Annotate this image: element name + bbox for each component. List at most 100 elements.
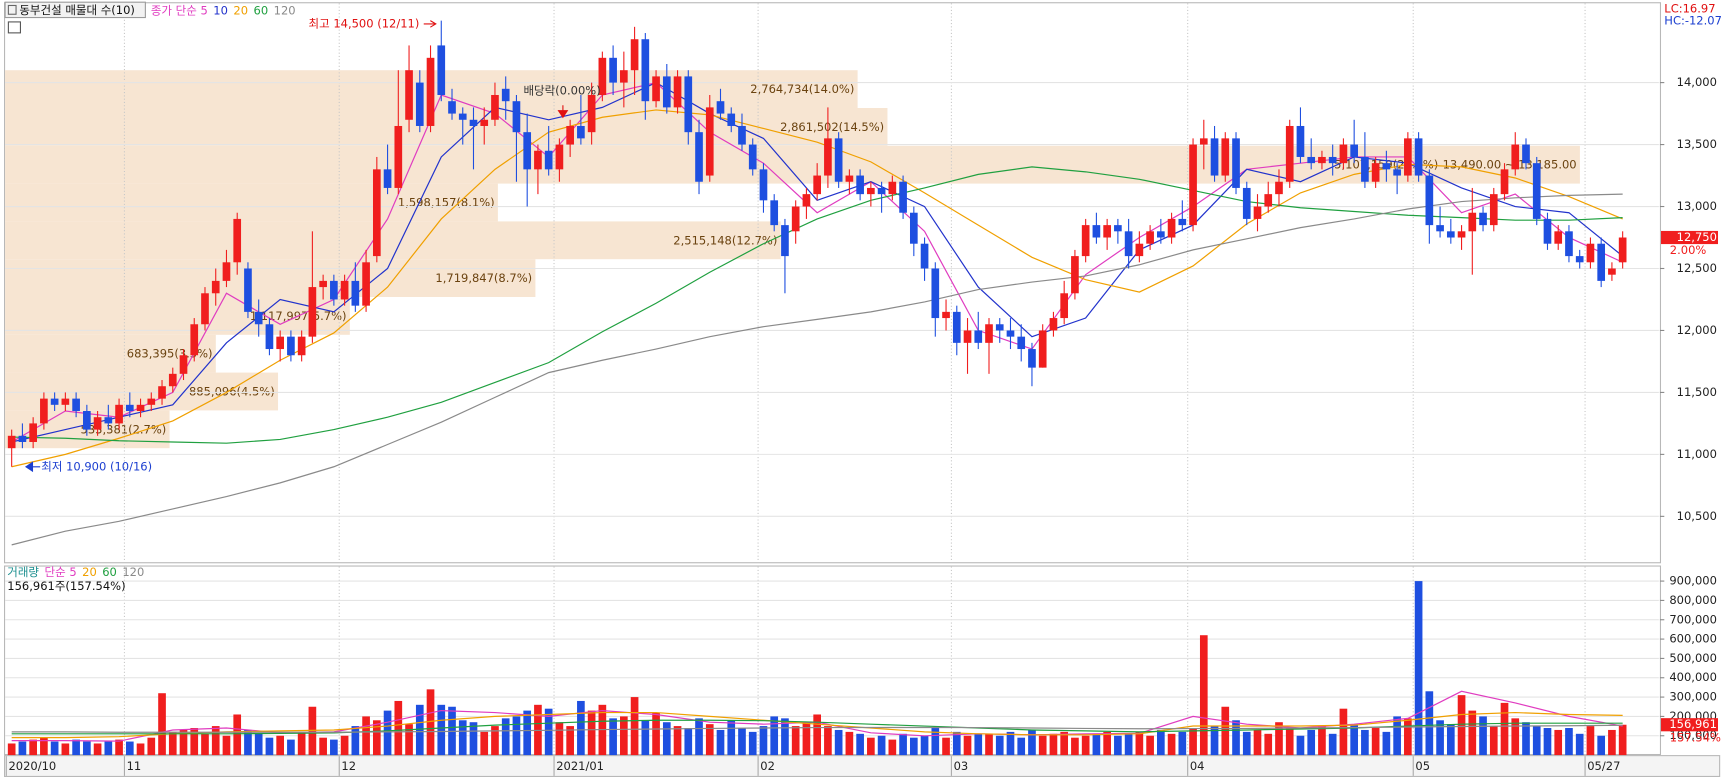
volume-bar <box>1103 731 1111 756</box>
legend-entry: 10 <box>213 3 228 17</box>
candle-body <box>598 57 607 95</box>
candle-body <box>1006 330 1015 337</box>
y-tick-label: 12,000 <box>1677 323 1717 337</box>
volume-bar <box>458 720 467 756</box>
candle-body <box>1017 336 1026 350</box>
volume-bar <box>1146 735 1154 756</box>
candle-body <box>405 70 413 120</box>
volume-bar <box>1285 728 1294 756</box>
ma-line <box>11 724 1623 733</box>
candle-body <box>254 311 263 325</box>
candle-body <box>1135 243 1144 257</box>
candle-body <box>1361 156 1369 182</box>
volume-bar <box>1028 729 1036 756</box>
volume-bar <box>587 710 596 756</box>
y-tick-label: 13,000 <box>1677 199 1717 213</box>
profile-band <box>5 372 279 411</box>
candle-body <box>1382 163 1391 170</box>
candle-body <box>147 398 156 405</box>
candle-body <box>523 132 532 170</box>
volume-bar <box>802 722 811 756</box>
volume-bar <box>1597 735 1606 756</box>
volume-bar <box>1393 716 1401 756</box>
candle-body <box>83 411 91 430</box>
candle-body <box>330 280 338 300</box>
candle-body <box>555 144 564 170</box>
profile-label: 2,861,502(14.5%) <box>780 119 884 133</box>
candle-body <box>1275 181 1283 195</box>
title-box <box>4 1 146 19</box>
candle-body <box>372 169 381 257</box>
candle-body <box>1371 163 1380 182</box>
candle-body <box>1414 138 1423 176</box>
volume-bar <box>770 716 779 756</box>
candle-body <box>942 311 950 319</box>
volume-bar <box>1199 635 1208 756</box>
volume-bar <box>1554 729 1563 756</box>
volume-bar <box>1114 735 1122 756</box>
mark-layer: 최고 14,500 (12/11) 최저 10,900 (10/16) 12,750… <box>7 16 1721 756</box>
y-tick-label: 11,000 <box>1677 447 1717 461</box>
candle-body <box>50 398 59 405</box>
volume-bar <box>330 739 338 756</box>
x-tick-label: 05/27 <box>1587 759 1620 773</box>
x-tick-label: 11 <box>127 759 142 773</box>
profile-label: 2,515,148(12.7%) <box>673 233 777 247</box>
candle-body <box>899 181 907 213</box>
volume-bar <box>1017 737 1026 756</box>
volume-bar <box>276 735 285 756</box>
candle-body <box>1500 169 1509 195</box>
volume-bar <box>1253 729 1262 756</box>
legend-entry: 120 <box>274 3 296 17</box>
candle-body <box>1285 125 1294 182</box>
volume-bar <box>1178 731 1187 756</box>
volume-bar <box>1232 720 1240 756</box>
candle-body <box>1221 138 1230 176</box>
volume-bar <box>909 737 918 756</box>
profile-band <box>5 183 498 222</box>
y-tick-label: 700,000 <box>1669 612 1717 626</box>
volume-bar <box>147 737 156 756</box>
candle-body <box>845 175 854 182</box>
candle-body <box>1350 144 1358 157</box>
volume-bar <box>1157 729 1165 756</box>
volume-bar <box>179 729 188 756</box>
candle-body <box>1114 225 1122 232</box>
volume-bar <box>1532 726 1541 756</box>
candle-body <box>652 76 660 102</box>
candle-body <box>716 101 725 114</box>
candle-body <box>963 330 972 343</box>
volume-bar <box>1060 731 1069 756</box>
volume-bar <box>1081 735 1090 756</box>
candle-body <box>1307 156 1316 164</box>
volume-bar <box>372 720 381 756</box>
candle-body <box>1049 318 1058 331</box>
candle-body <box>802 194 811 207</box>
candle-body <box>1103 225 1111 238</box>
volume-bar <box>716 729 725 756</box>
candle-body <box>93 417 102 430</box>
candle-body <box>609 57 617 83</box>
candle-body <box>920 243 929 269</box>
candle-body <box>1296 125 1305 157</box>
volume-bar <box>1618 724 1627 756</box>
profile-range-label: 13,490.00 ~ 13,185.00 <box>1443 157 1577 171</box>
last-price-label: 12,750 <box>1677 230 1717 244</box>
volume-bar <box>1242 731 1251 756</box>
volume-bar <box>1479 716 1487 756</box>
volume-bar <box>222 735 231 756</box>
profile-label: 683,395(3.5%) <box>127 346 213 360</box>
volume-bar <box>963 735 972 756</box>
profile-value-label: 1,719,847(8.7%) <box>435 271 532 285</box>
volume-bar <box>974 733 983 756</box>
volume-bar <box>759 726 768 756</box>
volume-bar <box>1071 737 1079 756</box>
candle-body <box>1199 138 1208 145</box>
candle-body <box>1210 138 1219 176</box>
candle-body <box>469 119 478 126</box>
volume-bar <box>1468 710 1477 756</box>
candle-body <box>1060 293 1069 319</box>
volume-bar <box>630 697 639 756</box>
volume-bar <box>566 726 574 756</box>
candle-body <box>222 262 231 281</box>
